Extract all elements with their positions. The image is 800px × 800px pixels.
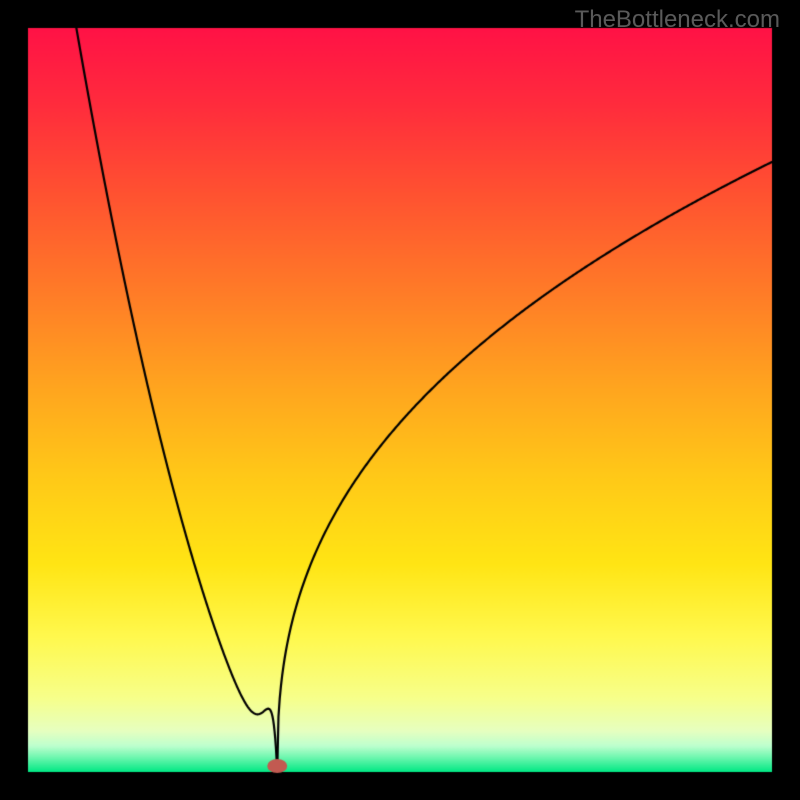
bottleneck-chart-canvas (0, 0, 800, 800)
watermark-label: TheBottleneck.com (575, 6, 780, 34)
chart-stage: TheBottleneck.com (0, 0, 800, 800)
